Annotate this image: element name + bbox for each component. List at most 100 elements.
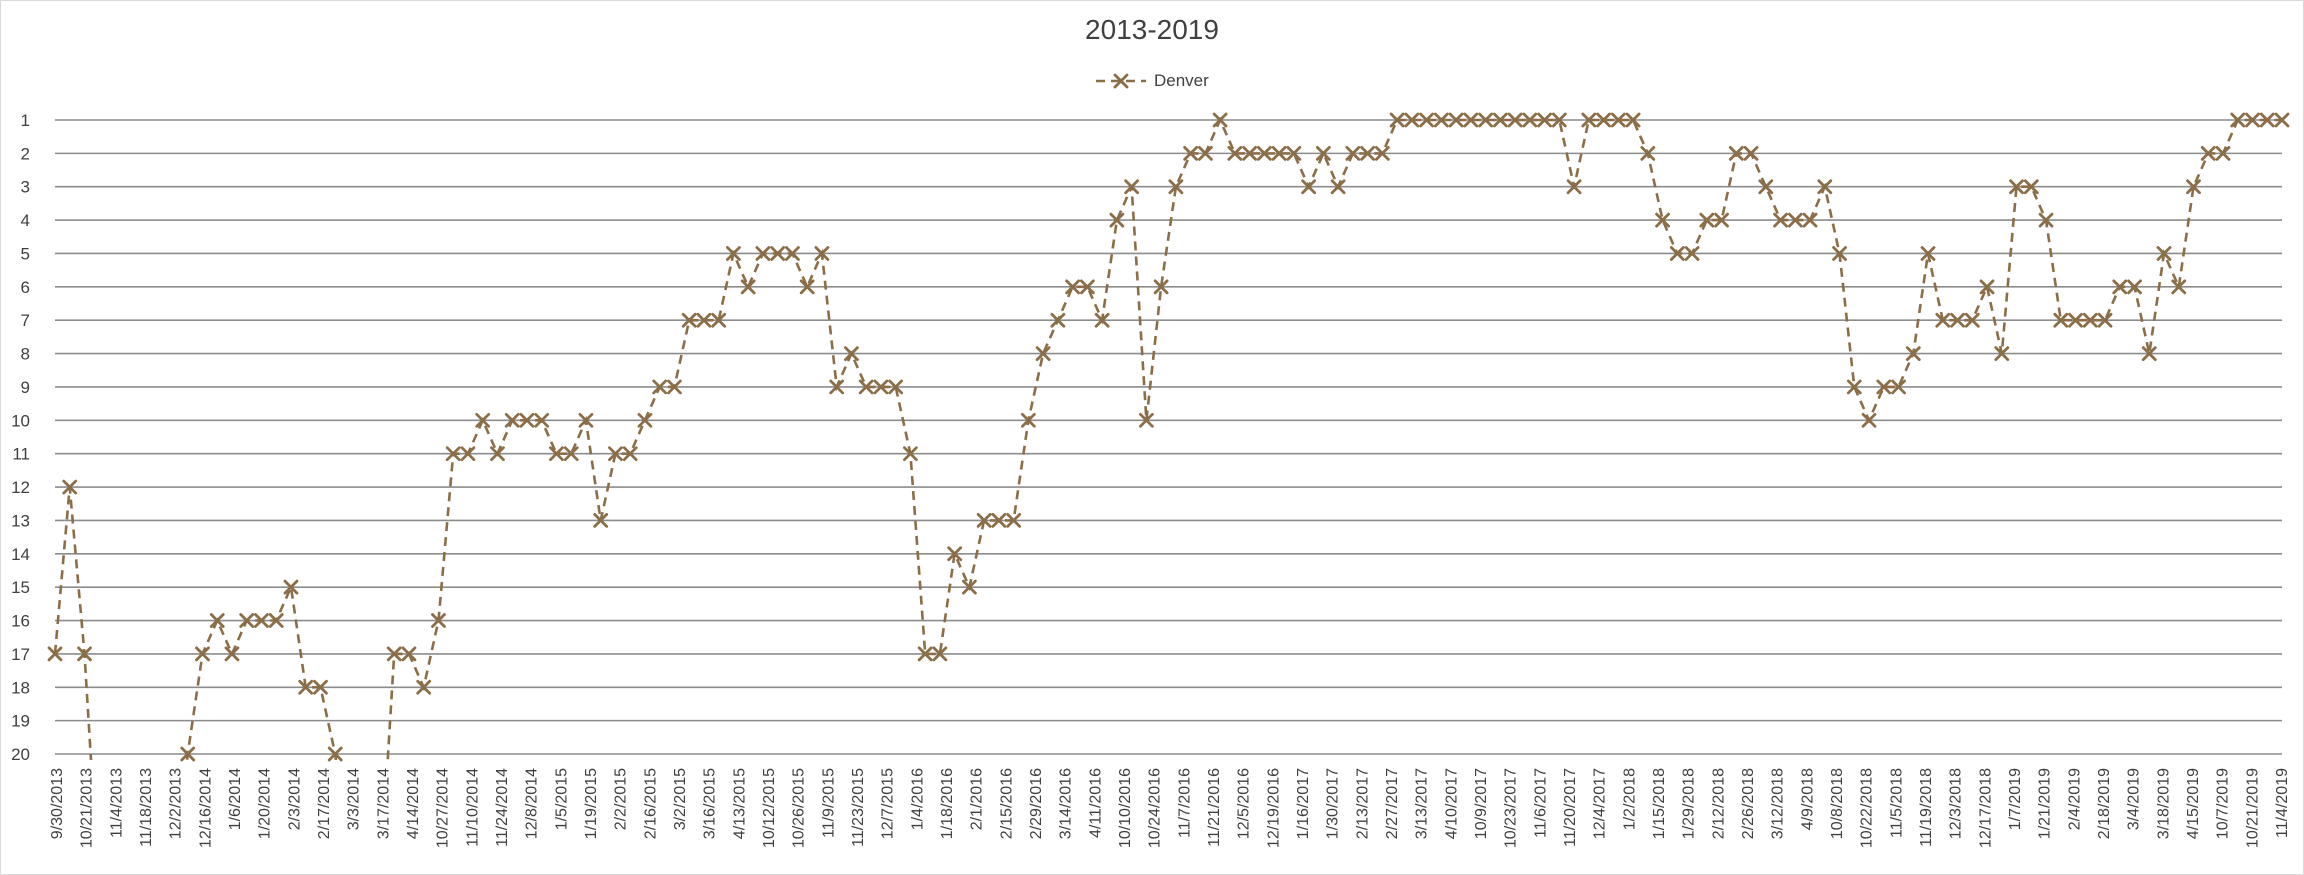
data-point [2245, 112, 2260, 128]
x-tick-label: 3/17/2014 [375, 768, 392, 839]
data-point [1492, 112, 1508, 128]
data-point [1168, 179, 1184, 195]
legend-label: Denver [1154, 71, 1209, 90]
x-tick-label: 1/30/2017 [1325, 768, 1342, 839]
data-point [195, 646, 210, 662]
y-tick-label: 12 [11, 478, 30, 497]
data-point [1891, 379, 1906, 395]
data-point [873, 379, 889, 395]
x-tick-label: 2/15/2016 [998, 768, 1015, 839]
x-tick-label: 2/18/2019 [2096, 768, 2113, 839]
data-point [785, 246, 800, 261]
x-tick-label: 3/3/2014 [346, 768, 363, 830]
data-point [1197, 145, 1213, 161]
x-tick-label: 2/12/2018 [1710, 768, 1727, 839]
data-point [254, 613, 269, 628]
data-point [1109, 212, 1125, 228]
data-point [549, 446, 564, 462]
x-tick-label: 9/30/2013 [49, 768, 66, 839]
data-point [1020, 412, 1036, 428]
x-tick-label: 10/8/2018 [1829, 768, 1846, 839]
gridlines [55, 119, 2282, 755]
y-tick-label: 13 [11, 511, 30, 530]
data-point [1153, 279, 1169, 295]
data-point [844, 346, 859, 361]
data-point [2112, 279, 2128, 295]
data-point [534, 412, 550, 428]
data-point [2186, 179, 2201, 195]
x-tick-label: 1/16/2017 [1295, 768, 1312, 839]
data-point [2156, 246, 2172, 261]
data-point [401, 646, 417, 662]
data-point [283, 579, 299, 595]
data-point [563, 446, 579, 462]
data-point [1286, 145, 1302, 161]
y-tick-label: 15 [11, 578, 30, 597]
data-point [1669, 246, 1685, 261]
data-point [1345, 145, 1361, 161]
data-point [1065, 279, 1081, 295]
data-point [2023, 179, 2039, 195]
y-tick-label: 6 [21, 278, 30, 297]
data-point [1846, 379, 1862, 395]
x-tick-label: 2/17/2014 [316, 768, 333, 839]
y-tick-label: 17 [11, 645, 30, 664]
data-point [2141, 346, 2157, 361]
data-point [519, 412, 535, 428]
x-tick-label: 10/9/2017 [1473, 768, 1490, 839]
data-point [1773, 212, 1788, 228]
data-point [1183, 145, 1199, 161]
x-tick-label: 4/11/2016 [1087, 768, 1104, 838]
data-point [1920, 246, 1936, 261]
data-point [2068, 312, 2083, 328]
data-point [268, 613, 284, 628]
data-point [1242, 145, 1258, 161]
data-point [637, 412, 653, 428]
x-tick-label: 4/15/2019 [2185, 768, 2202, 839]
x-tick-label: 3/18/2019 [2155, 768, 2172, 839]
x-tick-label: 10/10/2016 [1117, 768, 1134, 848]
x-tick-label: 2/3/2014 [286, 768, 303, 830]
data-point [917, 646, 933, 662]
data-point [1094, 312, 1110, 328]
x-tick-label: 11/9/2015 [820, 768, 837, 838]
data-point [1861, 412, 1877, 428]
data-point [1728, 145, 1744, 161]
x-tick-label: 3/13/2017 [1414, 768, 1431, 839]
series-line-denver [53, 116, 2282, 760]
x-tick-label: 12/5/2016 [1236, 768, 1253, 839]
x-tick-label: 12/17/2018 [1977, 768, 1994, 848]
x-tick-label: 10/26/2015 [791, 768, 808, 848]
data-point [1433, 112, 1449, 128]
x-tick-label: 12/19/2016 [1265, 768, 1282, 848]
data-point [770, 246, 786, 261]
data-point [1035, 346, 1051, 361]
data-point [711, 312, 727, 328]
data-point [1581, 112, 1597, 128]
data-point [1802, 212, 1818, 228]
x-tick-label: 12/8/2014 [524, 768, 541, 839]
x-tick-label: 10/22/2018 [1859, 768, 1876, 848]
data-point [991, 513, 1007, 528]
x-tick-label: 1/5/2015 [553, 768, 570, 830]
x-tick-label: 10/12/2015 [761, 768, 778, 848]
data-point [622, 446, 638, 462]
data-point [386, 646, 402, 662]
x-tick-label: 10/7/2019 [2215, 768, 2232, 839]
data-point [490, 446, 505, 462]
x-tick-label: 1/19/2015 [583, 768, 600, 839]
y-tick-label: 16 [11, 612, 30, 631]
x-axis-ticks: 9/30/2013 10/21/2013 11/4/2013 11/18/2013 12… [49, 768, 2291, 848]
data-point [1758, 179, 1774, 195]
data-point [1714, 212, 1729, 228]
data-point [239, 613, 255, 628]
data-point [416, 679, 432, 695]
data-point [1374, 145, 1390, 161]
x-tick-label: 11/6/2017 [1532, 768, 1549, 838]
data-point [2274, 112, 2290, 128]
data-point [1743, 145, 1759, 161]
data-point [1419, 112, 1434, 128]
x-tick-label: 11/20/2017 [1562, 768, 1579, 847]
data-point [2097, 312, 2113, 328]
